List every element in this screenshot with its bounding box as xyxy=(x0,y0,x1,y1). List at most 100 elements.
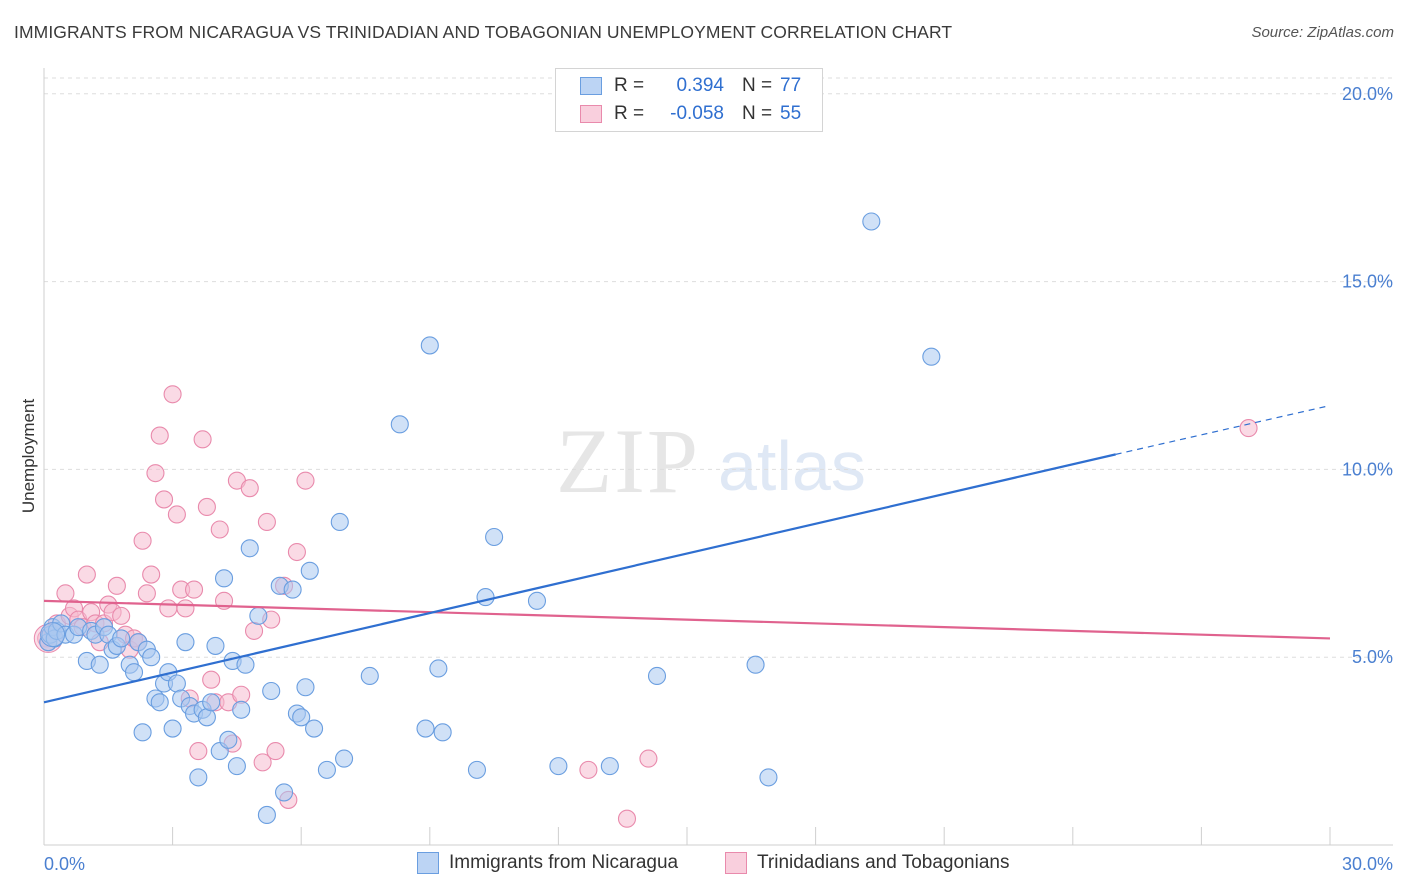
axes xyxy=(43,68,1393,846)
trend-lines xyxy=(43,404,1331,704)
correlation-legend: R = 0.394 N = 77 R = -0.058 N = 55 xyxy=(555,68,823,132)
point-nicaragua xyxy=(249,606,268,625)
point-trinidadians xyxy=(210,520,229,539)
point-nicaragua xyxy=(275,783,294,802)
point-trinidadians xyxy=(154,490,174,509)
legend-swatch-blue xyxy=(417,852,439,874)
point-nicaragua xyxy=(300,561,319,580)
point-trinidadians xyxy=(146,464,165,483)
legend-row-trinidadians: R = -0.058 N = 55 xyxy=(580,101,801,127)
point-nicaragua xyxy=(240,539,259,558)
point-nicaragua xyxy=(167,674,186,693)
legend-row-nicaragua: R = 0.394 N = 77 xyxy=(580,73,801,99)
point-nicaragua xyxy=(330,512,349,532)
point-trinidadians xyxy=(287,542,306,562)
point-nicaragua xyxy=(163,719,182,738)
point-nicaragua xyxy=(142,648,161,667)
point-trinidadians xyxy=(159,599,178,618)
point-trinidadians xyxy=(133,531,152,550)
point-trinidadians xyxy=(202,670,221,689)
point-trinidadians xyxy=(257,512,276,532)
source-label: Source: ZipAtlas.com xyxy=(1251,24,1394,41)
y-axis-title: Unemployment xyxy=(19,399,38,514)
point-nicaragua xyxy=(549,757,568,776)
point-trinidadians xyxy=(137,584,156,603)
point-trinidadians xyxy=(232,685,251,704)
point-trinidadians xyxy=(189,742,208,761)
point-trinidadians xyxy=(617,809,637,828)
point-nicaragua xyxy=(214,569,234,588)
x-tick-label-max: 30.0% xyxy=(1342,854,1393,874)
point-nicaragua xyxy=(236,655,255,674)
point-nicaragua xyxy=(124,663,144,682)
point-nicaragua xyxy=(433,723,452,742)
point-cluster-nicaragua xyxy=(40,622,66,648)
trend-line-nicaragua xyxy=(43,453,1116,704)
point-nicaragua xyxy=(176,633,195,652)
point-trinidadians xyxy=(112,606,131,625)
chart-title: IMMIGRANTS FROM NICARAGUA VS TRINIDADIAN… xyxy=(14,22,953,42)
legend-item-nicaragua[interactable]: Immigrants from Nicaragua xyxy=(417,852,678,874)
watermark-atlas: atlas xyxy=(718,427,866,505)
point-nicaragua xyxy=(416,719,435,738)
point-trinidadians xyxy=(56,584,75,603)
point-trinidadians xyxy=(107,576,126,595)
series-legend: Immigrants from Nicaragua Trinidadians a… xyxy=(0,852,1406,878)
legend-swatch-blue xyxy=(580,77,602,95)
legend-label-trinidadians: Trinidadians and Tobagonians xyxy=(757,852,1010,873)
legend-r-label: R = xyxy=(614,103,645,124)
point-trinidadians xyxy=(296,471,315,490)
point-nicaragua xyxy=(862,212,881,231)
point-nicaragua xyxy=(335,749,354,768)
point-nicaragua xyxy=(189,768,208,787)
series-nicaragua-points xyxy=(39,212,941,825)
legend-swatch-pink xyxy=(725,852,747,874)
legend-swatch-pink xyxy=(580,105,602,123)
point-trinidadians xyxy=(167,505,186,524)
legend-n-label: N = xyxy=(742,75,773,96)
point-trinidadians xyxy=(579,760,598,779)
point-nicaragua xyxy=(262,681,281,701)
point-nicaragua xyxy=(219,730,238,749)
trend-line-trinidadians xyxy=(43,599,1331,640)
point-nicaragua xyxy=(227,757,246,776)
point-trinidadians xyxy=(266,742,285,761)
point-nicaragua xyxy=(232,700,251,719)
point-nicaragua xyxy=(485,527,504,547)
y-tick-label: 5.0% xyxy=(1352,647,1393,667)
grid-lines xyxy=(44,77,1393,658)
point-nicaragua xyxy=(600,757,619,776)
legend-n-label: N = xyxy=(742,103,773,124)
watermark: ZIP atlas xyxy=(556,410,866,512)
point-trinidadians xyxy=(1239,419,1258,438)
legend-n-value: 77 xyxy=(780,75,802,96)
point-nicaragua xyxy=(283,580,302,599)
point-trinidadians xyxy=(253,753,272,772)
point-trinidadians xyxy=(193,430,212,449)
point-nicaragua xyxy=(133,723,152,742)
point-nicaragua xyxy=(296,678,315,697)
legend-r-value: 0.394 xyxy=(676,75,724,96)
point-nicaragua xyxy=(420,336,439,355)
y-tick-labels: 5.0% 10.0% 15.0% 20.0% xyxy=(1342,84,1393,667)
point-trinidadians xyxy=(197,497,216,517)
point-nicaragua xyxy=(90,655,109,674)
legend-r-label: R = xyxy=(614,75,645,96)
point-nicaragua xyxy=(292,708,311,727)
legend-label-nicaragua: Immigrants from Nicaragua xyxy=(449,852,679,873)
legend-r-value: -0.058 xyxy=(670,103,724,124)
point-nicaragua xyxy=(112,629,131,648)
point-nicaragua xyxy=(746,655,765,674)
legend-n-value: 55 xyxy=(780,103,802,124)
x-tick-label-min: 0.0% xyxy=(44,854,85,874)
legend-item-trinidadians[interactable]: Trinidadians and Tobagonians xyxy=(725,852,1009,874)
point-nicaragua xyxy=(390,415,409,434)
point-nicaragua xyxy=(317,760,336,779)
point-trinidadians xyxy=(77,565,96,584)
point-trinidadians xyxy=(150,426,169,445)
point-nicaragua xyxy=(467,760,487,779)
point-trinidadians xyxy=(163,385,182,404)
point-nicaragua xyxy=(202,693,221,712)
point-trinidadians xyxy=(639,749,658,768)
